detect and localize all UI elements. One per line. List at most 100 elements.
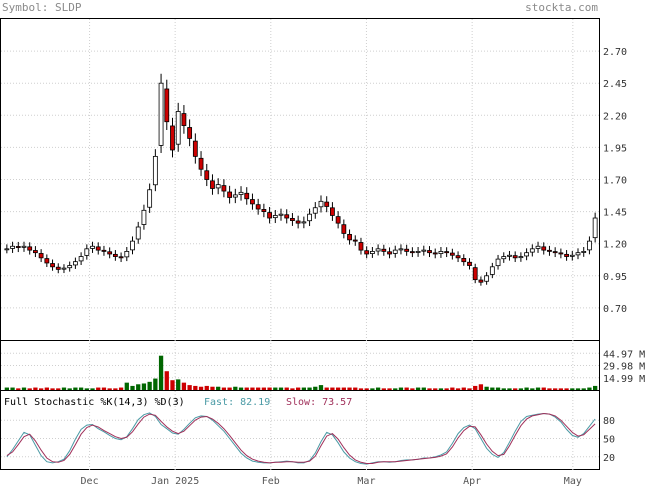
volume-bar [330,387,335,390]
candle-body [90,245,95,249]
volume-tick-label: 29.98 M [603,362,645,373]
candle-body [101,249,107,252]
candle-body [107,251,113,255]
volume-bar [118,387,124,390]
volume-bars [4,355,598,390]
candle-body [558,252,564,255]
candle-body [472,267,478,281]
volume-bar [387,388,392,390]
candle-body [181,113,187,126]
volume-bar [313,386,318,390]
candle-body [307,213,312,222]
volume-bar [78,387,84,390]
volume-bar [181,382,187,390]
slow-line [6,412,596,464]
candle-body [501,256,507,260]
candle-body [210,180,215,189]
volume-bar [307,387,312,390]
candle-body [529,248,535,253]
volume-tick-label: 14.99 M [603,374,645,385]
candle-body [61,267,67,270]
candle-body [118,256,124,259]
candle-body [341,224,347,234]
volume-bar [381,388,386,390]
candle-body [204,170,210,180]
candle-body [564,253,569,257]
volume-bar [33,387,38,390]
candle-body [244,192,250,200]
price-panel [0,18,600,341]
candle-body [404,248,410,252]
volume-bar [427,388,432,390]
candle-body [4,248,10,251]
volume-bar [101,387,107,390]
volume-bar [410,388,415,390]
volume-bar [461,387,466,390]
price-tick-label: 0.95 [603,272,627,283]
fast-line [6,412,596,465]
date-tick-label: Jan 2025 [151,476,199,486]
volume-bar [141,383,147,390]
candle-body [324,201,330,207]
candle-body [347,233,352,241]
volume-bar [261,387,267,390]
volume-bar [495,387,501,390]
volume-bar [96,387,101,390]
candle-body [170,125,175,151]
candle-body [387,251,392,255]
candle-body [381,248,387,252]
candle-body [215,184,221,189]
symbol-label: Symbol: SLDP [2,1,82,14]
volume-bar [50,388,55,390]
candle-body [524,252,530,257]
volume-bar [553,388,558,390]
volume-bar [455,388,461,390]
volume-bar [136,384,141,390]
candle-body [581,251,587,253]
volume-bar [341,387,346,390]
candle-body [164,88,170,123]
candle-body [409,251,415,254]
candle-body [461,258,467,263]
volume-bar [581,388,586,390]
price-tick-label: 0.70 [603,304,627,315]
volume-bar [518,388,524,390]
volume-bar [524,387,529,390]
volume-bar [227,387,232,390]
volume-bar [170,380,175,390]
volume-bar [176,379,181,390]
stochastic-tick-label: 20 [603,453,615,464]
volume-bar [530,388,535,390]
candle-body [152,155,158,186]
volume-bar [193,385,198,390]
candle-body [592,217,598,239]
volume-bar [398,387,404,390]
volume-bar [210,386,215,390]
candle-body [575,252,581,256]
volume-bar [370,388,375,390]
candle-body [267,212,272,219]
candle-body [130,240,135,251]
volume-tick-label: 44.97 M [603,349,645,360]
volume-bar [513,388,518,390]
candle-body [455,255,461,259]
volume-bar [67,388,72,390]
volume-bar [158,355,164,390]
volume-bar [433,388,438,390]
candle-body [78,256,84,262]
candle-body [552,251,558,254]
volume-bar [484,386,489,390]
candle-body [415,251,421,253]
volume-bar [204,385,209,390]
site-label[interactable]: stockta.com [525,1,598,14]
candle-body [187,127,193,139]
candle-body [301,221,307,224]
candle-body [261,209,267,213]
candle-body [290,218,295,221]
volume-bar [444,388,449,390]
volume-bar [84,388,89,390]
candle-body [467,261,472,266]
candle-body [27,246,33,251]
volume-bar [290,388,295,390]
